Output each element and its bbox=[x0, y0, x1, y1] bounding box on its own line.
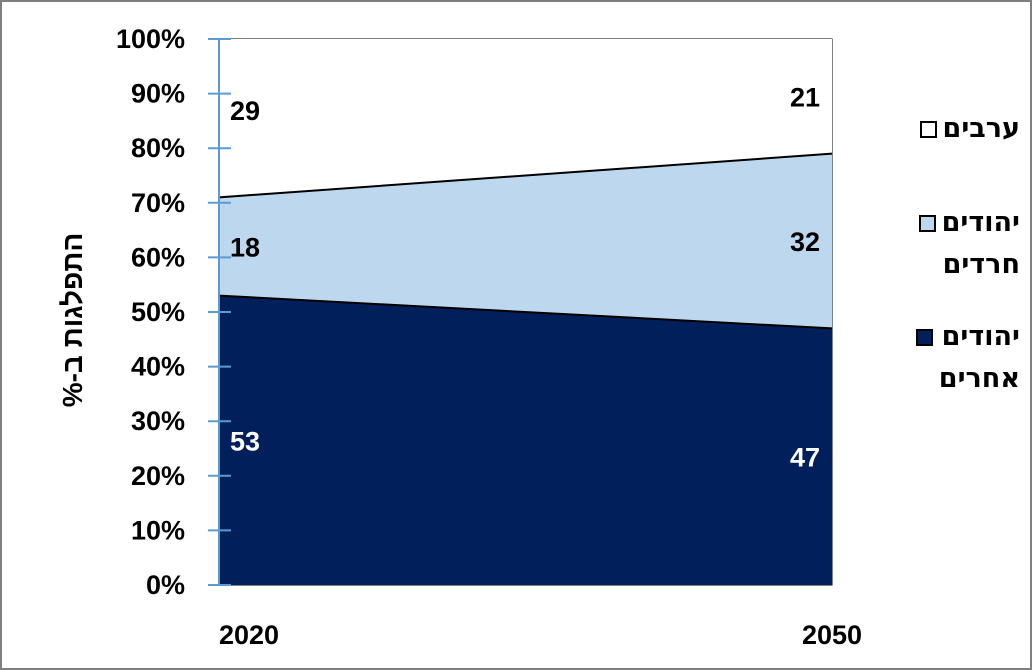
y-tick-label: 70% bbox=[131, 188, 185, 218]
y-tick-label: 100% bbox=[116, 24, 185, 54]
areas-layer bbox=[218, 39, 833, 585]
y-tick-label: 10% bbox=[131, 515, 185, 545]
legend-item-arabs: ערבים bbox=[870, 108, 1020, 150]
area-series-2 bbox=[219, 39, 832, 198]
y-tick-label: 40% bbox=[131, 352, 185, 382]
legend-label-haredi-jews: יהודים חרדים bbox=[941, 207, 1020, 280]
legend-label-other-jews: יהודים אחרים bbox=[938, 321, 1020, 394]
legend-item-other-jews: יהודים אחרים bbox=[870, 316, 1020, 400]
legend-label-arabs: ערבים bbox=[942, 113, 1020, 144]
data-label: 53 bbox=[230, 426, 260, 456]
series-boundary-line-0 bbox=[218, 294, 833, 330]
data-label: 21 bbox=[790, 82, 820, 112]
series-boundary-line-1 bbox=[218, 152, 833, 199]
legend-swatch-haredi-jews bbox=[918, 215, 936, 232]
legend-swatch-other-jews bbox=[915, 329, 933, 346]
data-label: 32 bbox=[790, 227, 820, 257]
area-series-1 bbox=[219, 153, 832, 329]
legend: ערבים יהודים חרדים יהודים אחרים bbox=[870, 108, 1020, 430]
y-tick-label: 20% bbox=[131, 461, 185, 491]
area-series-0 bbox=[219, 295, 832, 585]
y-tick-label: 30% bbox=[131, 406, 185, 436]
data-labels-layer: 53 47 18 32 29 21 bbox=[230, 82, 820, 472]
y-tick-label: 90% bbox=[131, 79, 185, 109]
x-tick-label: 2020 bbox=[219, 620, 279, 650]
x-tick-label: 2050 bbox=[802, 620, 862, 650]
y-tick-label: 60% bbox=[131, 242, 185, 272]
y-axis-title: התפלגות ב-% bbox=[57, 233, 88, 408]
y-tick-label: 80% bbox=[131, 133, 185, 163]
legend-item-haredi-jews: יהודים חרדים bbox=[870, 202, 1020, 286]
data-label: 29 bbox=[230, 96, 260, 126]
y-tick-label: 50% bbox=[131, 297, 185, 327]
data-label: 47 bbox=[790, 443, 820, 473]
y-axis: 0% 10% 20% 30% 40% 50% 60% 70% 80% 90% 100% 2020 205… bbox=[116, 24, 862, 650]
y-tick-label: 0% bbox=[146, 570, 185, 600]
legend-swatch-arabs bbox=[919, 121, 937, 138]
data-label: 18 bbox=[230, 232, 260, 262]
